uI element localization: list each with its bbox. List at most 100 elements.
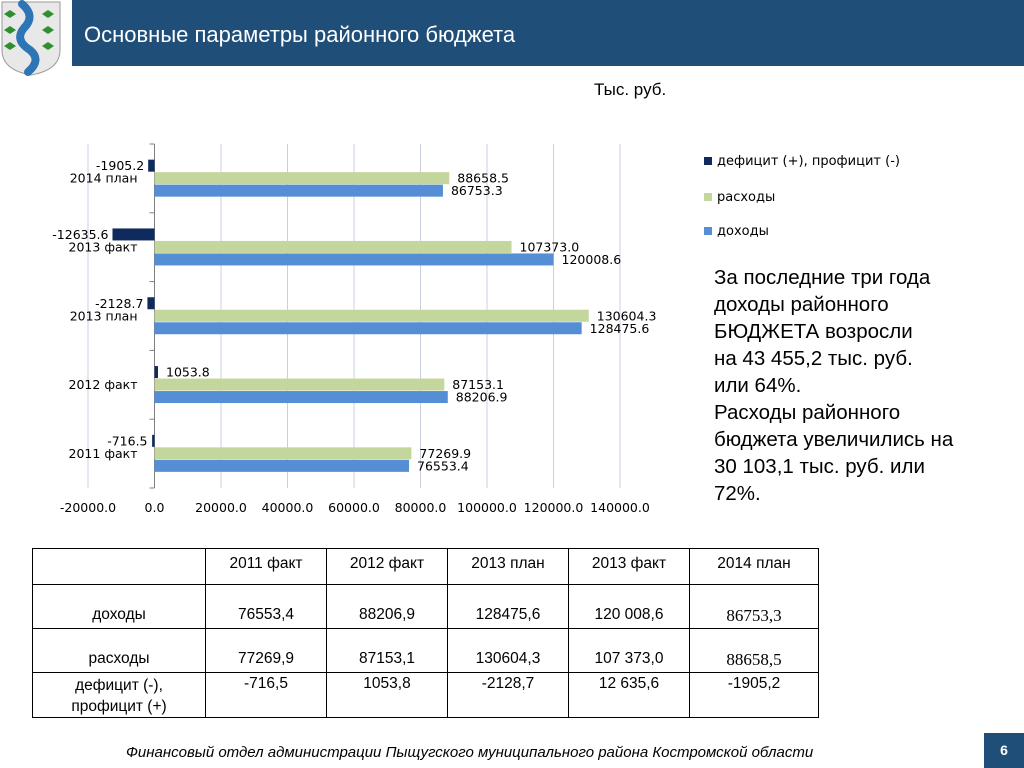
table-cell: 86753,3	[689, 584, 819, 629]
bar-income	[154, 322, 582, 335]
x-tick-label: 140000.0	[590, 500, 650, 515]
bar-income	[154, 184, 443, 197]
x-tick-label: 20000.0	[195, 500, 247, 515]
table-cell: -716,5	[205, 672, 327, 718]
legend-item-income: доходы	[704, 224, 769, 239]
table-header-cell: 2011 факт	[205, 548, 327, 585]
note-line: Расходы районного	[714, 401, 901, 424]
data-label-expenses: 77269.9	[419, 446, 471, 461]
x-tick-label: 120000.0	[524, 500, 584, 515]
budget-table: 2011 факт 2012 факт 2013 план 2013 факт …	[32, 548, 819, 718]
table-header-cell: 2012 факт	[326, 548, 448, 585]
bar-expenses	[154, 447, 412, 460]
note-line: или 64%.	[714, 374, 802, 397]
data-label-expenses: 107373.0	[520, 239, 580, 254]
table-cell: 12 635,6	[568, 672, 690, 718]
summary-note: За последние три года доходы районного Б…	[714, 264, 1014, 507]
data-label-expenses: 87153.1	[452, 377, 504, 392]
table-cell: 76553,4	[205, 584, 327, 629]
bar-balance	[148, 159, 155, 172]
row-label: дефицит (-), профицит (+)	[32, 672, 206, 718]
bar-expenses	[154, 309, 589, 322]
footer-text: Финансовый отдел администрации Пыщугског…	[126, 744, 814, 761]
data-label-income: 120008.6	[562, 252, 622, 267]
bar-expenses	[154, 240, 512, 253]
bar-income	[154, 253, 554, 266]
note-line: За последние три года	[714, 266, 931, 289]
table-cell: -2128,7	[447, 672, 569, 718]
data-label-expenses: 130604.3	[597, 308, 657, 323]
table-cell: 128475,6	[447, 584, 569, 629]
table-header-cell	[32, 548, 206, 585]
legend-label-balance: дефицит (+), профицит (-)	[717, 154, 900, 169]
data-label-expenses: 88658.5	[457, 171, 509, 186]
table-cell: 77269,9	[205, 628, 327, 673]
legend-item-expenses: расходы	[704, 190, 775, 205]
bar-expenses	[154, 378, 445, 391]
legend-label-expenses: расходы	[717, 190, 776, 205]
bar-income	[154, 391, 448, 404]
legend-swatch-balance	[704, 156, 712, 165]
row-label-line: дефицит (-),	[75, 677, 163, 694]
note-line: 30 103,1 тыс. руб. или	[714, 455, 925, 478]
bar-balance	[154, 366, 159, 379]
data-label-income: 86753.3	[451, 183, 503, 198]
table-row: доходы 76553,4 88206,9 128475,6 120 008,…	[32, 584, 819, 629]
x-tick-label: 100000.0	[457, 500, 517, 515]
table-cell: 88658,5	[689, 628, 819, 673]
data-label-balance: -716.5	[107, 433, 147, 448]
table-row: расходы 77269,9 87153,1 130604,3 107 373…	[32, 628, 819, 673]
row-label: расходы	[32, 628, 206, 673]
bar-expenses	[154, 172, 450, 185]
table-cell: 87153,1	[326, 628, 448, 673]
note-line: БЮДЖЕТА возросли	[714, 320, 913, 343]
page-number: 6	[984, 733, 1024, 768]
bar-balance	[112, 228, 155, 241]
table-cell: -1905,2	[689, 672, 819, 718]
data-label-income: 88206.9	[456, 390, 508, 405]
note-line: на 43 455,2 тыс. руб.	[714, 347, 913, 370]
table-cell: 130604,3	[447, 628, 569, 673]
x-tick-label: 0.0	[145, 500, 165, 515]
header-bar: Основные параметры районного бюджета	[72, 0, 1024, 66]
data-label-income: 128475.6	[590, 321, 650, 336]
table-row: дефицит (-), профицит (+) -716,5 1053,8 …	[32, 672, 819, 718]
bar-balance	[152, 434, 155, 447]
page-title: Основные параметры районного бюджета	[84, 22, 516, 47]
row-label: доходы	[32, 584, 206, 629]
x-tick-label: 60000.0	[328, 500, 380, 515]
table-header-cell: 2013 факт	[568, 548, 690, 585]
unit-label: Тыс. руб.	[594, 80, 667, 99]
table-header-cell: 2014 план	[689, 548, 819, 585]
data-label-balance: -2128.7	[95, 296, 143, 311]
category-label: 2014 план	[70, 171, 138, 186]
category-label: 2012 факт	[69, 377, 138, 392]
x-tick-label: 40000.0	[262, 500, 314, 515]
note-line: доходы районного	[714, 293, 889, 316]
legend-swatch-expenses	[704, 192, 712, 201]
data-label-balance: -12635.6	[52, 227, 108, 242]
legend-item-balance: дефицит (+), профицит (-)	[704, 154, 900, 169]
table-cell: 120 008,6	[568, 584, 690, 629]
row-label-line: профицит (+)	[71, 698, 167, 715]
table-header-row: 2011 факт 2012 факт 2013 план 2013 факт …	[32, 548, 819, 585]
bar-income	[154, 459, 410, 472]
table-cell: 88206,9	[326, 584, 448, 629]
category-label: 2013 план	[70, 308, 138, 323]
bar-balance	[147, 297, 155, 310]
district-emblem	[0, 0, 62, 76]
legend-label-income: доходы	[717, 224, 769, 239]
x-tick-label: 80000.0	[395, 500, 447, 515]
x-tick-label: -20000.0	[60, 500, 116, 515]
category-label: 2013 факт	[69, 239, 138, 254]
data-label-balance: -1905.2	[96, 158, 144, 173]
table-cell: 107 373,0	[568, 628, 690, 673]
bar-chart: -20000.0 0.0 20000.0 40000.0 60000.0 80000.0 1…	[52, 143, 657, 515]
data-label-balance: 1053.8	[166, 365, 210, 380]
note-line: бюджета увеличились на	[714, 428, 954, 451]
category-label: 2011 факт	[69, 446, 138, 461]
data-label-income: 76553.4	[417, 458, 469, 473]
table-cell: 1053,8	[326, 672, 448, 718]
note-line: 72%.	[714, 482, 761, 505]
table-header-cell: 2013 план	[447, 548, 569, 585]
